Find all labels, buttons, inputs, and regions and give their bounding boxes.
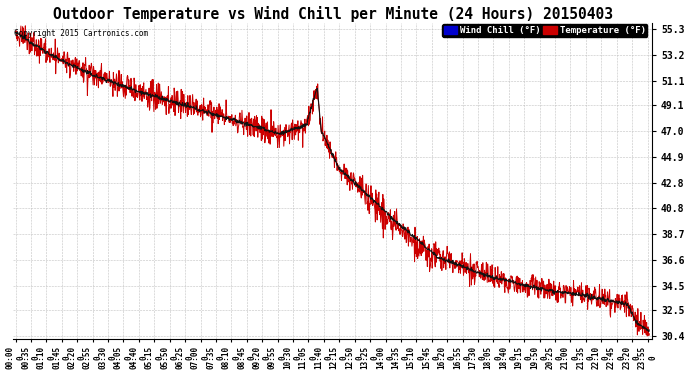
Legend: Wind Chill (°F), Temperature (°F): Wind Chill (°F), Temperature (°F)	[442, 24, 647, 37]
Text: Copyright 2015 Cartronics.com: Copyright 2015 Cartronics.com	[14, 29, 148, 38]
Title: Outdoor Temperature vs Wind Chill per Minute (24 Hours) 20150403: Outdoor Temperature vs Wind Chill per Mi…	[52, 6, 613, 21]
